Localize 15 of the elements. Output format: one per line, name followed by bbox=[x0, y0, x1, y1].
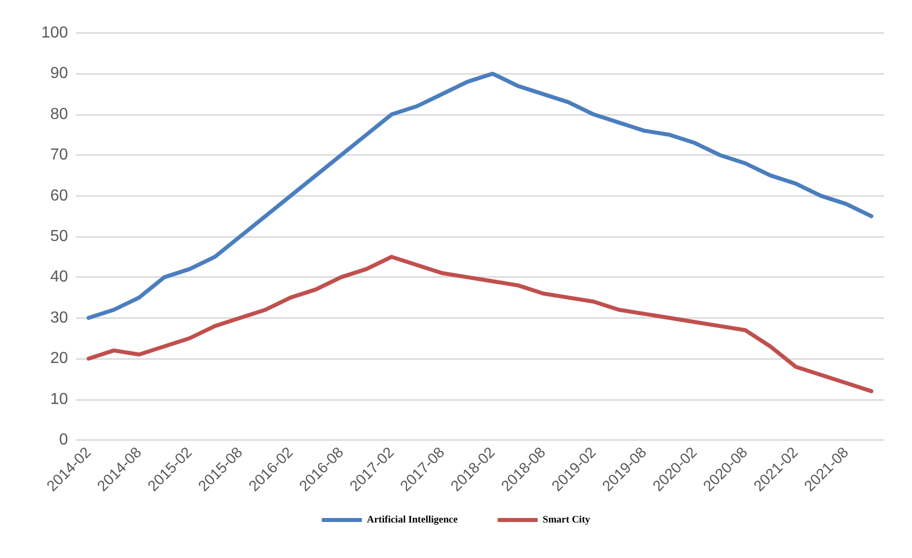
legend-label: Artificial Intelligence bbox=[366, 514, 458, 526]
legend-label: Smart City bbox=[542, 514, 590, 526]
line-series bbox=[86, 254, 874, 394]
y-tick-label: 60 bbox=[50, 187, 68, 204]
y-tick-label: 50 bbox=[50, 228, 68, 245]
y-tick-label: 90 bbox=[50, 65, 68, 82]
y-tick-label: 100 bbox=[41, 24, 68, 42]
y-tick-label: 0 bbox=[59, 432, 68, 448]
y-tick-label: 10 bbox=[50, 390, 68, 408]
line-series bbox=[86, 72, 874, 320]
y-tick-label: 70 bbox=[50, 146, 68, 164]
y-tick-label: 30 bbox=[50, 309, 68, 326]
y-tick-label: 20 bbox=[50, 350, 68, 368]
y-tick-label: 80 bbox=[50, 106, 68, 123]
y-tick-label: 40 bbox=[50, 268, 68, 286]
